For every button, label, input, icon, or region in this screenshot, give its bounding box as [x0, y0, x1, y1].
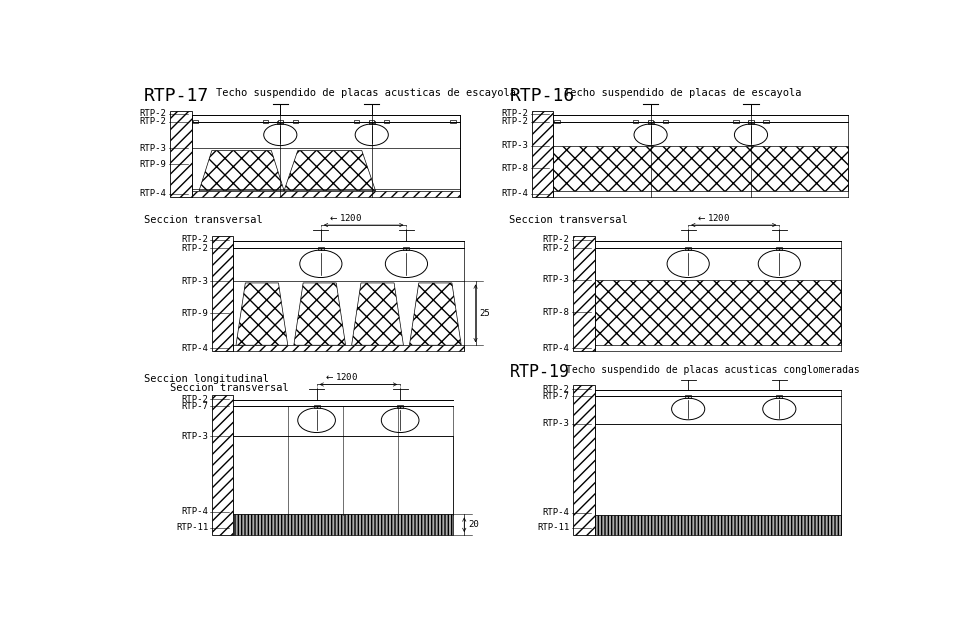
- Text: RTP-2: RTP-2: [502, 117, 529, 126]
- Bar: [450, 120, 456, 124]
- Text: RTP-3: RTP-3: [542, 419, 570, 428]
- Bar: [685, 395, 691, 398]
- Bar: [354, 120, 360, 124]
- Bar: [685, 247, 691, 250]
- Bar: [573, 385, 595, 535]
- Polygon shape: [236, 283, 288, 345]
- Bar: [368, 121, 375, 124]
- Text: Techo suspendido de placas de escayola: Techo suspendido de placas de escayola: [564, 88, 801, 98]
- Text: RTP-3: RTP-3: [181, 432, 208, 441]
- Text: RTP-4: RTP-4: [542, 344, 570, 353]
- Text: RTP-2: RTP-2: [140, 117, 167, 126]
- Text: RTP-2: RTP-2: [502, 109, 529, 118]
- Text: RTP-4: RTP-4: [542, 508, 570, 517]
- Text: RTP-17: RTP-17: [144, 87, 209, 105]
- Text: RTP-11: RTP-11: [538, 523, 570, 532]
- Text: RTP-7: RTP-7: [181, 401, 208, 411]
- Text: RTP-3: RTP-3: [181, 277, 208, 286]
- Text: Techo suspendido de placas acusticas conglomeradas: Techo suspendido de placas acusticas con…: [566, 365, 859, 375]
- Bar: [403, 247, 409, 250]
- Bar: [170, 111, 191, 197]
- Bar: [532, 111, 553, 197]
- Bar: [553, 146, 849, 190]
- Text: RTP-11: RTP-11: [176, 523, 208, 532]
- Text: RTP-2: RTP-2: [542, 243, 570, 253]
- Text: RTP-3: RTP-3: [502, 141, 529, 150]
- Bar: [278, 120, 283, 124]
- Bar: [595, 280, 841, 345]
- Bar: [318, 247, 324, 250]
- Text: RTP-2: RTP-2: [181, 235, 208, 244]
- Text: 20: 20: [469, 520, 479, 529]
- Bar: [277, 121, 283, 124]
- Text: RTP-2: RTP-2: [140, 109, 167, 118]
- Bar: [663, 120, 669, 124]
- Text: RTP-7: RTP-7: [542, 392, 570, 401]
- Bar: [648, 120, 653, 124]
- Text: RTP-9: RTP-9: [140, 160, 167, 169]
- Text: 25: 25: [479, 309, 490, 318]
- Bar: [595, 424, 841, 515]
- Text: RTP-4: RTP-4: [181, 344, 208, 353]
- Text: RTP-2: RTP-2: [181, 243, 208, 253]
- Text: RTP-3: RTP-3: [542, 275, 570, 284]
- Bar: [191, 190, 461, 197]
- Text: RTP-8: RTP-8: [502, 164, 529, 173]
- Bar: [369, 120, 374, 124]
- Text: RTP-4: RTP-4: [502, 189, 529, 198]
- Text: RTP-16: RTP-16: [509, 87, 574, 105]
- Bar: [212, 395, 233, 535]
- Bar: [763, 120, 769, 124]
- Polygon shape: [409, 283, 462, 345]
- Text: RTP-4: RTP-4: [181, 508, 208, 517]
- Bar: [293, 120, 298, 124]
- Bar: [647, 121, 653, 124]
- Bar: [233, 436, 453, 515]
- Bar: [733, 120, 739, 124]
- Polygon shape: [294, 283, 346, 345]
- Bar: [262, 120, 268, 124]
- Text: Seccion transversal: Seccion transversal: [170, 383, 290, 393]
- Bar: [314, 405, 320, 408]
- Bar: [212, 236, 233, 351]
- Text: Seccion transversal: Seccion transversal: [144, 215, 262, 225]
- Bar: [233, 515, 453, 535]
- Bar: [573, 236, 595, 351]
- Text: RTP-4: RTP-4: [140, 189, 167, 198]
- Bar: [748, 120, 753, 124]
- Polygon shape: [284, 150, 375, 190]
- Text: $\leftarrow$1200: $\leftarrow$1200: [329, 211, 363, 222]
- Text: RTP-8: RTP-8: [542, 308, 570, 317]
- Text: RTP-3: RTP-3: [140, 143, 167, 152]
- Bar: [398, 405, 403, 408]
- Text: Techo suspendido de placas acusticas de escayola: Techo suspendido de placas acusticas de …: [216, 88, 516, 98]
- Text: RTP-2: RTP-2: [542, 235, 570, 244]
- Bar: [777, 247, 782, 250]
- Text: $\leftarrow$1200: $\leftarrow$1200: [324, 371, 359, 382]
- Bar: [192, 120, 198, 124]
- Polygon shape: [352, 283, 403, 345]
- Bar: [777, 395, 782, 398]
- Text: Seccion transversal: Seccion transversal: [509, 215, 628, 225]
- Bar: [633, 120, 639, 124]
- Bar: [748, 121, 754, 124]
- Text: RTP-2: RTP-2: [542, 385, 570, 394]
- Text: RTP-9: RTP-9: [181, 309, 208, 318]
- Polygon shape: [199, 150, 284, 190]
- Text: Seccion longitudinal: Seccion longitudinal: [144, 374, 269, 384]
- Bar: [554, 120, 560, 124]
- Text: $\leftarrow$1200: $\leftarrow$1200: [696, 211, 730, 222]
- Bar: [595, 515, 841, 535]
- Text: RTP-19: RTP-19: [509, 363, 570, 382]
- Bar: [384, 120, 390, 124]
- Text: RTP-2: RTP-2: [181, 395, 208, 404]
- Bar: [233, 345, 465, 351]
